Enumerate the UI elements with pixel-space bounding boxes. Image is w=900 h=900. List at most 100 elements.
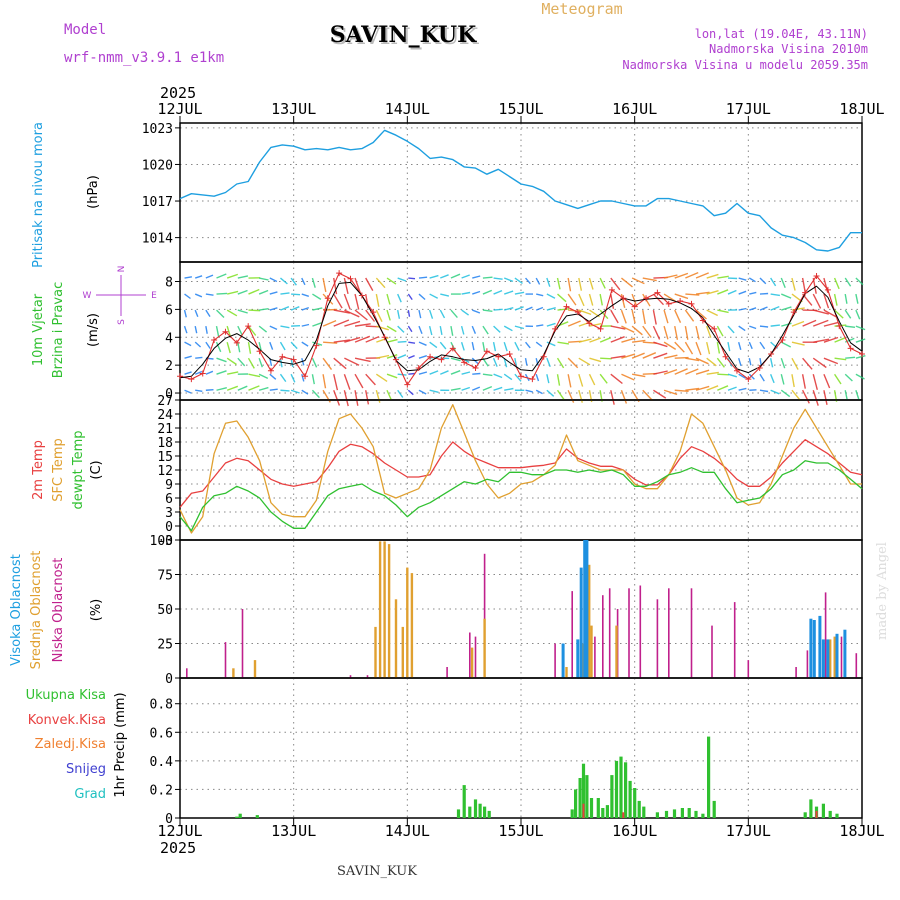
wind-barb	[578, 390, 583, 403]
cloud-bar-low	[474, 636, 477, 678]
wind-gust-marker	[211, 337, 218, 344]
wind-barb	[567, 293, 577, 306]
wind-barb	[589, 323, 602, 327]
wind-barb	[429, 293, 439, 299]
wind-barb	[183, 325, 188, 334]
wind-gust-marker	[267, 367, 274, 374]
wind-barb	[685, 271, 699, 279]
wind-barb	[216, 309, 225, 318]
cloud-bar-high	[818, 615, 822, 678]
wind-gust-marker	[324, 295, 331, 302]
wind-barb	[418, 325, 423, 334]
wind-barb	[311, 389, 320, 399]
wind-barb	[663, 354, 678, 359]
wind-barb	[354, 309, 368, 321]
wind-barb	[557, 341, 570, 345]
wind-barb	[749, 291, 757, 295]
wind-barb	[429, 370, 439, 375]
wind-barb	[706, 273, 719, 279]
wind-barb	[833, 277, 840, 290]
cloud-label-2: Srednja Oblacnost	[29, 551, 44, 670]
y-tick-label: 2	[165, 359, 173, 374]
wind-barb	[717, 289, 729, 295]
wind-barb	[525, 306, 533, 311]
temp-line-dew	[179, 460, 863, 532]
wind-barb	[642, 352, 657, 359]
cloud-bar-high	[583, 540, 587, 678]
wind-gust-marker	[279, 353, 286, 360]
y-tick-label: 27	[157, 394, 173, 409]
y-tick-label: 1023	[142, 122, 173, 137]
wind-barb	[386, 277, 397, 285]
wind-barb	[322, 319, 337, 327]
wind-barb	[663, 389, 678, 396]
cloud-bar-low	[795, 667, 797, 678]
wind-barb	[248, 309, 261, 312]
y-tick-label: 12	[157, 464, 173, 479]
wind-barb	[418, 389, 427, 395]
y-tick-label: 0.8	[150, 698, 173, 713]
wind-gust-marker	[586, 320, 593, 327]
wind-gust-marker	[620, 295, 627, 302]
wind-barb	[312, 293, 322, 300]
cloud-bar-mid	[383, 541, 386, 678]
time-label-top: 12JUL	[157, 100, 202, 118]
wind-barb	[748, 277, 756, 283]
wind-barb	[674, 325, 679, 340]
wind-barb	[472, 290, 481, 295]
wind-barb	[621, 277, 633, 288]
wind-barb	[440, 274, 449, 279]
wind-barb	[514, 373, 522, 382]
cloud-bar-low	[241, 609, 244, 678]
wind-barb	[386, 354, 398, 359]
wind-barb	[493, 373, 503, 379]
wind-gust-marker	[836, 323, 843, 330]
wind-barb	[759, 292, 769, 295]
wind-gust-marker	[824, 286, 831, 293]
wind-barb	[407, 293, 413, 301]
wind-barb	[354, 323, 371, 327]
cloud-bar-low	[571, 591, 573, 678]
cloud-bar-mid	[470, 647, 474, 678]
wind-barb	[407, 325, 413, 333]
wind-barb	[706, 290, 719, 295]
y-tick-label: 3	[165, 506, 173, 521]
wind-barb	[791, 341, 805, 346]
wind-barb	[195, 389, 203, 392]
precip-bar-total	[478, 803, 482, 818]
temp-line-temp2m	[179, 439, 863, 508]
wind-barb	[290, 389, 300, 394]
wind-barb	[599, 337, 612, 343]
time-label-top: 15JUL	[498, 100, 543, 118]
cloud-bar-low	[855, 653, 858, 678]
cloud-bar-mid	[590, 625, 593, 678]
wind-gust-marker	[722, 353, 729, 360]
precip-bar-total	[570, 809, 574, 818]
wind-barb	[333, 339, 350, 343]
wind-barb	[770, 277, 777, 287]
wind-barb	[247, 342, 252, 354]
wind-barb	[738, 387, 747, 391]
wind-barb	[621, 325, 635, 333]
wind-barb	[769, 373, 775, 384]
cloud-bar-low	[224, 642, 227, 678]
precip-bar-total	[483, 806, 487, 818]
wind-barb	[642, 325, 652, 338]
wind-barb	[472, 372, 481, 375]
precip-bar-total	[619, 756, 623, 818]
y-tick-label: 9	[165, 478, 173, 493]
wind-barb	[631, 373, 646, 378]
precip-bar-total	[468, 806, 472, 818]
wind-barb	[535, 277, 541, 285]
wind-barb	[514, 341, 520, 351]
cloud-bar-high	[826, 639, 830, 678]
wind-barb	[227, 371, 239, 375]
wind-barb	[780, 374, 785, 385]
wind-barb	[290, 373, 296, 383]
wind-barb	[503, 358, 508, 368]
wind-barb	[855, 390, 860, 400]
wind-barb	[621, 373, 635, 381]
wind-barb	[215, 325, 220, 337]
wind-barb	[280, 292, 290, 295]
wind-barb	[418, 355, 428, 359]
